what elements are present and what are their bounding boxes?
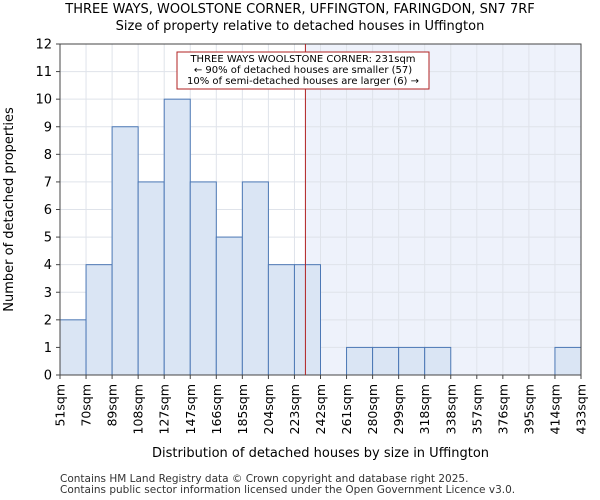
x-tick-label: 185sqm [235, 384, 250, 434]
x-tick-label: 242sqm [313, 384, 328, 434]
histogram-bar [398, 346, 426, 376]
histogram-bar [163, 98, 191, 376]
y-tick-label: 8 [44, 148, 52, 163]
histogram-bar [215, 236, 243, 376]
y-tick-label: 7 [44, 175, 52, 190]
x-tick-label: 51sqm [53, 384, 68, 427]
footer-licence: Contains public sector information licen… [60, 484, 516, 496]
y-tick-label: 6 [44, 203, 52, 218]
x-tick-label: 299sqm [391, 384, 406, 434]
x-tick-label: 223sqm [287, 384, 302, 434]
y-tick-label: 10 [35, 93, 52, 108]
histogram-bar [267, 264, 295, 376]
footer-copyright: Contains HM Land Registry data © Crown c… [60, 473, 469, 485]
y-tick-label: 4 [44, 258, 52, 273]
x-tick-label: 318sqm [417, 384, 432, 434]
y-tick-label: 11 [35, 65, 52, 80]
x-axis-label: Distribution of detached houses by size … [152, 446, 489, 461]
histogram-bar [554, 346, 582, 376]
x-tick-label: 357sqm [469, 384, 484, 434]
histogram-bar [189, 181, 217, 376]
x-tick-label: 376sqm [495, 384, 510, 434]
y-tick-label: 12 [35, 38, 52, 53]
x-tick-label: 108sqm [131, 384, 146, 434]
y-tick-label: 5 [44, 231, 52, 246]
histogram-bar [293, 264, 322, 376]
y-tick-label: 1 [44, 341, 52, 356]
y-axis-label: Number of detached properties [2, 107, 17, 312]
histogram-bar [346, 346, 374, 376]
x-tick-label: 204sqm [261, 384, 276, 434]
y-tick-label: 2 [44, 313, 52, 328]
x-tick-label: 89sqm [105, 384, 120, 427]
y-tick-label: 3 [44, 286, 52, 301]
histogram-bar [85, 264, 113, 376]
chart-title: THREE WAYS, WOOLSTONE CORNER, UFFINGTON,… [65, 2, 535, 17]
histogram-bar [59, 319, 87, 376]
annotation-box [176, 51, 430, 90]
y-tick-label: 9 [44, 120, 52, 135]
x-tick-label: 147sqm [183, 384, 198, 434]
x-tick-label: 166sqm [209, 384, 224, 434]
x-tick-label: 127sqm [157, 384, 172, 434]
y-tick-label: 0 [44, 369, 52, 384]
chart-subtitle: Size of property relative to detached ho… [115, 19, 485, 34]
annotation-line: ← 90% of detached houses are smaller (57… [194, 65, 412, 76]
histogram-bar [241, 181, 269, 376]
histogram-bar [111, 126, 139, 376]
annotation-line: 10% of semi-detached houses are larger (… [187, 76, 419, 87]
histogram-bar [372, 346, 400, 376]
x-tick-label: 338sqm [443, 384, 458, 434]
x-tick-label: 280sqm [365, 384, 380, 434]
x-tick-label: 70sqm [79, 384, 94, 427]
x-tick-label: 395sqm [521, 384, 536, 434]
annotation-line: THREE WAYS WOOLSTONE CORNER: 231sqm [189, 54, 415, 65]
histogram-bar [424, 346, 452, 376]
x-tick-label: 433sqm [574, 384, 589, 434]
x-tick-label: 261sqm [339, 384, 354, 434]
histogram-bar [137, 181, 165, 376]
x-tick-label: 414sqm [547, 384, 562, 434]
